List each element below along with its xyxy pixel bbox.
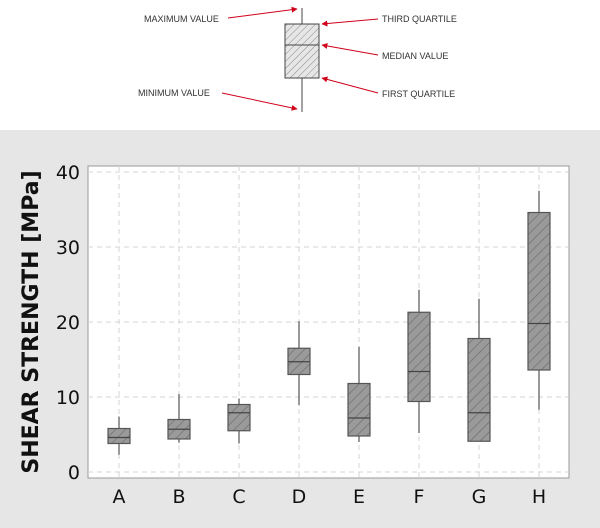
box-F [407,289,431,433]
x-tick-label: D [292,486,307,508]
x-tick-label: H [532,486,546,508]
x-tick-label: E [353,486,365,508]
legend-median-label: MEDIAN VALUE [382,51,448,61]
boxes [107,190,551,455]
x-tick-label: B [172,486,185,508]
iqr-box [227,403,251,432]
box-E [347,346,371,442]
iqr-box [107,427,131,445]
iqr-box [527,211,551,371]
legend-first-quartile-label: FIRST QUARTILE [382,89,455,99]
y-axis-title: SHEAR STRENGTH [MPa] [19,170,44,473]
legend-box [284,23,320,79]
legend-minimum-label: MINIMUM VALUE [138,88,210,98]
y-tick-label: 0 [68,462,80,484]
box-H [527,190,551,410]
x-tick-label: C [232,486,245,508]
box-C [227,398,251,444]
box-D [287,321,311,406]
legend-minimum-arrow [221,92,298,111]
y-tick-label: 30 [56,237,80,259]
legend-diagram: MAXIMUM VALUE MINIMUM VALUE THIRD QUARTI… [138,6,457,112]
legend-third-quartile-arrow [321,18,379,27]
legend-first-quartile-arrow [321,76,379,94]
iqr-box [467,337,491,442]
legend-third-quartile-label: THIRD QUARTILE [382,14,457,24]
y-tick-label: 40 [56,162,80,184]
legend-maximum-arrow [227,6,298,19]
box-A [107,416,131,455]
x-tick-label: F [414,486,425,508]
iqr-box [347,382,371,437]
legend-median-arrow [321,42,379,56]
iqr-box [407,311,431,403]
x-tick-labels: A B C D E F G H [113,486,547,508]
x-tick-label: A [113,486,126,508]
x-tick-label: G [472,486,487,508]
y-tick-label: 20 [56,312,80,334]
box-G [467,298,491,442]
box-B [167,394,191,443]
y-tick-labels: 0 10 20 30 40 [56,162,80,484]
y-tick-label: 10 [56,387,80,409]
legend-maximum-label: MAXIMUM VALUE [144,14,219,24]
